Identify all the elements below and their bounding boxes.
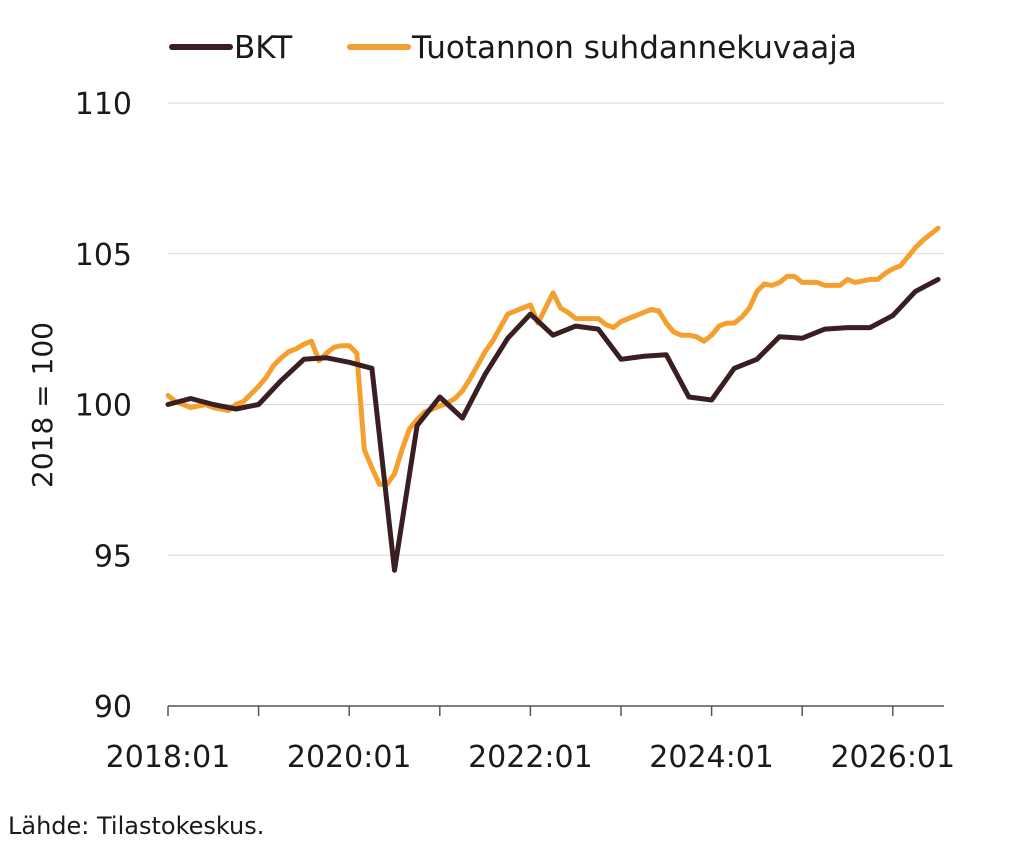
series-line-bkt	[165, 276, 941, 573]
y-tick-label-110: 110	[75, 87, 132, 122]
y-tick-label-95: 95	[94, 539, 132, 574]
legend-label-bkt: BKT	[234, 30, 293, 66]
y-tick-label-100: 100	[75, 389, 132, 424]
line-chart: 110 105 100 95 90 2018:01 2020:01 2022:01 2024:…	[26, 30, 955, 775]
x-tick-label-2026-01: 2026:01	[830, 740, 955, 775]
series-line-tuotannon-suhdannekuvaaja	[165, 225, 941, 487]
y-tick-label-90: 90	[94, 690, 132, 725]
x-tick-label-2018-01: 2018:01	[106, 740, 231, 775]
x-tick-label-2024-01: 2024:01	[649, 740, 774, 775]
y-tick-label-105: 105	[75, 238, 132, 273]
x-tick-label-2022-01: 2022:01	[468, 740, 593, 775]
x-tick-label-2020-01: 2020:01	[287, 740, 412, 775]
source-note: Lähde: Tilastokeskus.	[8, 812, 265, 840]
y-axis-title: 2018 = 100	[26, 322, 59, 488]
y-axis-ticks: 110 105 100 95 90	[75, 87, 132, 725]
gridlines	[168, 102, 944, 556]
legend: BKT Tuotannon suhdannekuvaaja	[169, 30, 857, 66]
series-lines	[165, 225, 941, 573]
x-axis: 2018:01 2020:01 2022:01 2024:01 2026:01	[106, 705, 955, 775]
legend-label-tuotannon-suhdannekuvaaja: Tuotannon suhdannekuvaaja	[411, 30, 857, 66]
